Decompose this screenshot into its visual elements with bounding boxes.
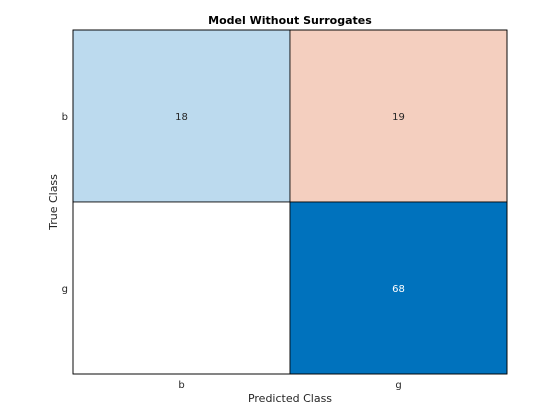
matrix-cells: 18 19 68 [72, 29, 508, 375]
matrix-cell [289, 29, 508, 203]
matrix-cell [72, 29, 291, 203]
cell-value-label: 18 [175, 112, 188, 123]
cell-value-label: 19 [392, 112, 405, 123]
x-tick-label: g [395, 380, 401, 391]
matrix-cell [72, 201, 291, 375]
y-tick-labels: bg [62, 112, 68, 295]
matrix-outline [72, 29, 508, 375]
cell-value-label: 68 [392, 284, 405, 295]
chart-title: Model Without Surrogates [208, 14, 372, 27]
matrix-cell [289, 201, 508, 375]
y-axis-label: True Class [47, 174, 60, 231]
x-axis-label: Predicted Class [248, 392, 332, 405]
y-tick-label: g [62, 284, 68, 295]
x-tick-label: b [178, 380, 184, 391]
y-tick-label: b [62, 112, 68, 123]
